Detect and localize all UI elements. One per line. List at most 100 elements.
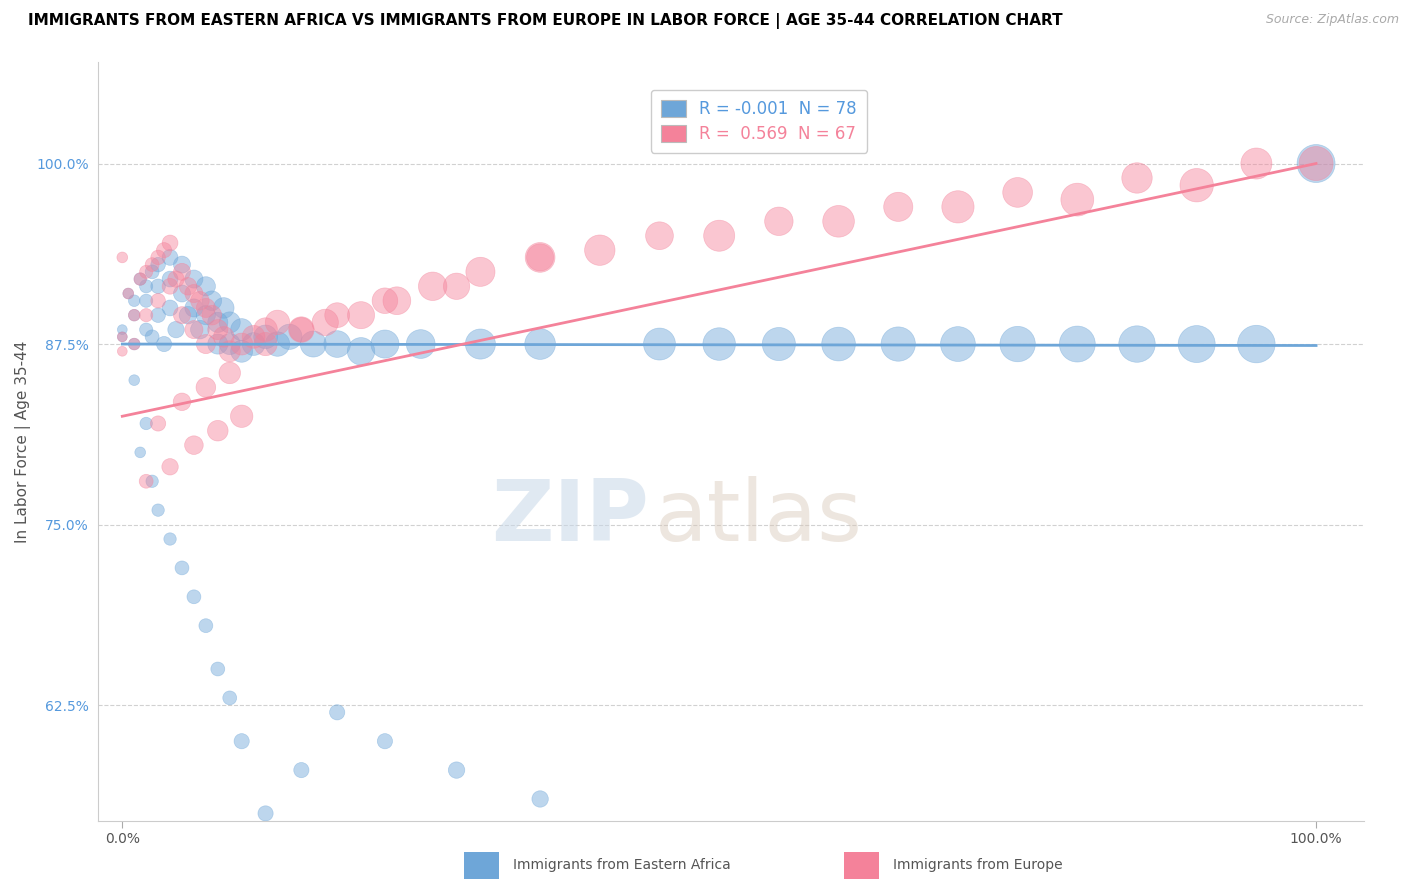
Point xyxy=(290,763,312,777)
Point xyxy=(170,265,193,279)
Point xyxy=(1185,337,1208,351)
Point xyxy=(135,308,157,322)
Point xyxy=(122,308,145,322)
Point xyxy=(1126,337,1149,351)
Point xyxy=(470,337,492,351)
Point xyxy=(141,330,163,344)
Point xyxy=(231,409,253,424)
Point xyxy=(201,293,224,308)
Point xyxy=(218,690,240,705)
Point xyxy=(141,265,163,279)
Text: atlas: atlas xyxy=(655,475,863,559)
Point xyxy=(111,330,134,344)
Point xyxy=(153,337,176,351)
Point xyxy=(212,301,235,315)
Point xyxy=(135,475,157,489)
Point xyxy=(887,200,910,214)
Point xyxy=(768,214,790,228)
Point xyxy=(183,286,205,301)
Point xyxy=(1066,193,1088,207)
Point xyxy=(529,792,551,806)
Point xyxy=(159,301,181,315)
Point xyxy=(146,258,169,272)
Text: IMMIGRANTS FROM EASTERN AFRICA VS IMMIGRANTS FROM EUROPE IN LABOR FORCE | AGE 35: IMMIGRANTS FROM EASTERN AFRICA VS IMMIGR… xyxy=(28,13,1063,29)
Point xyxy=(170,561,193,575)
Point xyxy=(374,293,396,308)
Text: Source: ZipAtlas.com: Source: ZipAtlas.com xyxy=(1265,13,1399,27)
Text: ZIP: ZIP xyxy=(491,475,648,559)
Point xyxy=(218,315,240,329)
Point xyxy=(242,337,264,351)
Point xyxy=(141,258,163,272)
Point xyxy=(194,308,217,322)
Point xyxy=(326,706,349,720)
Point xyxy=(529,251,551,265)
Point xyxy=(709,337,731,351)
Point xyxy=(231,337,253,351)
Point xyxy=(177,308,200,322)
Point xyxy=(194,380,217,394)
Point xyxy=(409,337,432,351)
Point xyxy=(350,344,373,359)
Point xyxy=(278,330,301,344)
Point xyxy=(254,330,277,344)
FancyBboxPatch shape xyxy=(464,852,499,879)
Point xyxy=(111,251,134,265)
Point xyxy=(177,279,200,293)
Point xyxy=(1246,156,1268,170)
Point xyxy=(165,323,187,337)
Point xyxy=(314,315,336,329)
Point xyxy=(768,337,790,351)
Point xyxy=(141,475,163,489)
Point xyxy=(266,315,288,329)
Point xyxy=(183,272,205,286)
Point xyxy=(159,532,181,546)
Point xyxy=(827,214,849,228)
Point xyxy=(129,272,152,286)
Point xyxy=(709,228,731,243)
Point xyxy=(1007,337,1029,351)
Y-axis label: In Labor Force | Age 35-44: In Labor Force | Age 35-44 xyxy=(14,341,31,542)
Point xyxy=(170,394,193,409)
Text: Immigrants from Eastern Africa: Immigrants from Eastern Africa xyxy=(513,858,731,872)
Point xyxy=(207,424,229,438)
Point xyxy=(422,279,444,293)
Point xyxy=(159,279,181,293)
Point xyxy=(231,344,253,359)
Point xyxy=(146,503,169,517)
Point xyxy=(135,293,157,308)
Point xyxy=(201,308,224,322)
Point xyxy=(183,301,205,315)
Point xyxy=(648,337,671,351)
Point xyxy=(374,734,396,748)
Point xyxy=(242,330,264,344)
Point xyxy=(146,417,169,431)
Point xyxy=(194,618,217,632)
Point xyxy=(648,228,671,243)
Point xyxy=(194,301,217,315)
Point xyxy=(183,323,205,337)
Point xyxy=(135,265,157,279)
Point xyxy=(1305,156,1327,170)
Point xyxy=(129,272,152,286)
Point xyxy=(188,293,211,308)
Point xyxy=(111,330,134,344)
Point xyxy=(122,293,145,308)
Point xyxy=(183,590,205,604)
Point xyxy=(1246,337,1268,351)
Point xyxy=(946,337,969,351)
Point xyxy=(207,323,229,337)
Point xyxy=(218,344,240,359)
Point xyxy=(1066,337,1088,351)
Point xyxy=(194,279,217,293)
Point xyxy=(326,308,349,322)
Point xyxy=(170,308,193,322)
Point xyxy=(122,373,145,387)
Point xyxy=(1126,171,1149,186)
Point xyxy=(146,279,169,293)
Point xyxy=(302,337,325,351)
Point xyxy=(254,806,277,821)
Point xyxy=(170,286,193,301)
Point xyxy=(159,272,181,286)
Point xyxy=(589,243,612,257)
